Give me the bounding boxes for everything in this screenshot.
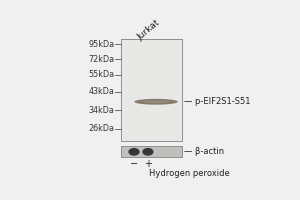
Ellipse shape — [128, 148, 140, 156]
Bar — [121, 146, 182, 157]
Text: −: − — [130, 159, 138, 169]
Ellipse shape — [134, 99, 178, 105]
Ellipse shape — [143, 101, 169, 103]
Text: 34kDa: 34kDa — [88, 106, 114, 115]
Text: — β-actin: — β-actin — [184, 147, 224, 156]
Text: 26kDa: 26kDa — [88, 124, 114, 133]
Text: Hydrogen peroxide: Hydrogen peroxide — [149, 169, 230, 178]
Bar — [121, 39, 182, 141]
Text: +: + — [144, 159, 152, 169]
Text: — p-EIF2S1-S51: — p-EIF2S1-S51 — [184, 97, 250, 106]
Text: 72kDa: 72kDa — [88, 55, 114, 64]
Text: Jurkat: Jurkat — [136, 19, 161, 42]
Ellipse shape — [142, 148, 154, 156]
Text: 95kDa: 95kDa — [88, 40, 114, 49]
Text: 55kDa: 55kDa — [88, 70, 114, 79]
Text: 43kDa: 43kDa — [88, 87, 114, 96]
